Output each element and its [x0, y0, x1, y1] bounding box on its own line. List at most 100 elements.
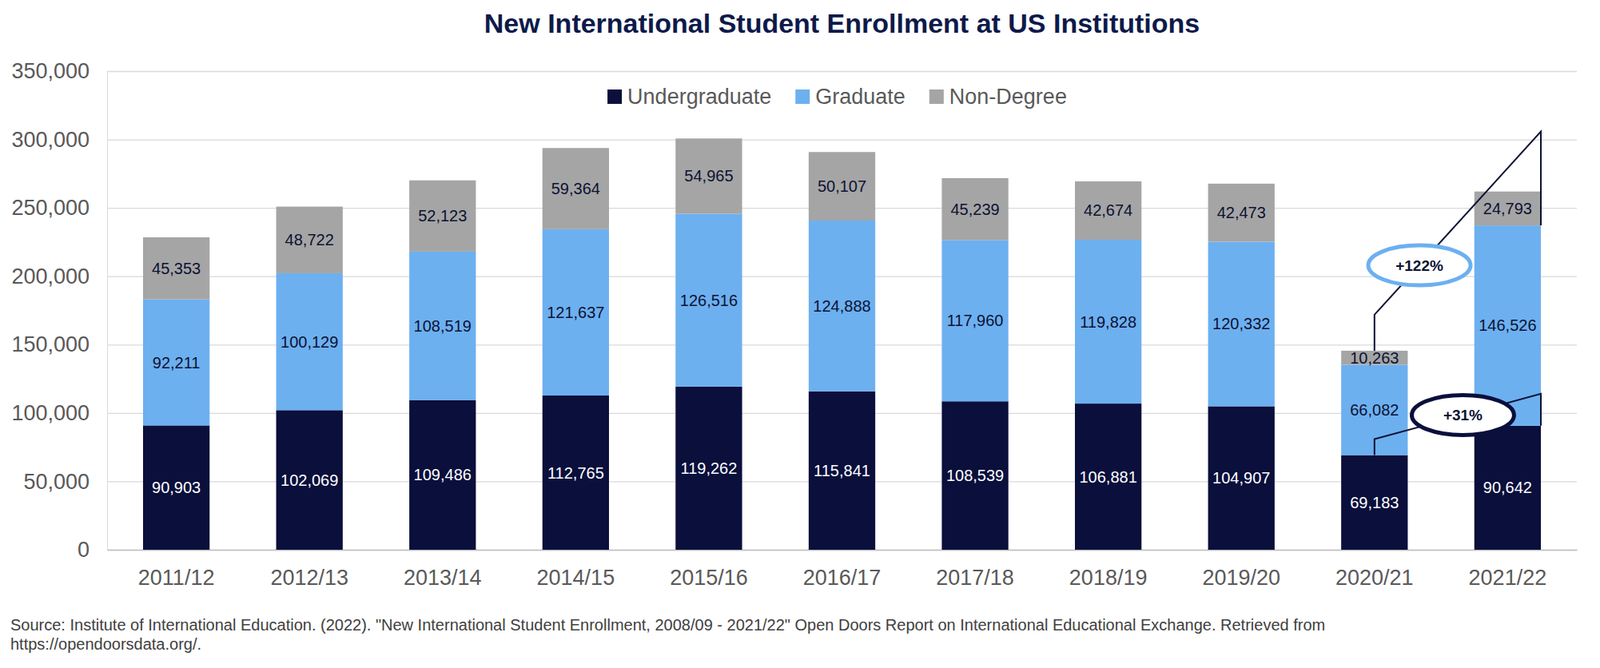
data-label: 52,123 [417, 206, 467, 225]
bar-series [143, 138, 1541, 365]
legend: UndergraduateGraduateNon-Degree [607, 84, 1067, 109]
annotation-label: +122% [1395, 257, 1444, 275]
chart-svg: New International Student Enrollment at … [0, 0, 1600, 668]
x-tick: 2011/12 [138, 565, 215, 590]
bar [143, 237, 210, 300]
data-label: 124,888 [812, 297, 871, 315]
x-tick-label: 2017/18 [935, 565, 1015, 590]
bar [675, 138, 742, 214]
source-text: https://opendoorsdata.org/. [10, 635, 202, 653]
y-tick-label: 150,000 [11, 332, 90, 357]
x-tick: 2017/18 [935, 565, 1015, 590]
x-tick-label: 2012/13 [270, 565, 349, 590]
data-label: 108,519 [413, 317, 472, 335]
bar [1341, 455, 1408, 550]
data-label: 108,539 [946, 466, 1004, 485]
legend-swatch [607, 89, 622, 104]
annotation-connector [1374, 394, 1541, 456]
bar-series [143, 213, 1541, 455]
grid-line [107, 549, 1577, 551]
data-label: 59,364 [551, 179, 601, 198]
annotations: +122% +31% [1368, 131, 1541, 456]
y-tick-label: 300,000 [11, 127, 90, 152]
x-tick-label: 2020/21 [1335, 565, 1414, 590]
data-label: 104,907 [1212, 469, 1270, 487]
bar [808, 151, 876, 221]
data-label: 120,332 [1212, 314, 1270, 333]
bar [1074, 239, 1142, 404]
bar [808, 391, 876, 550]
source: Source: Institute of International Educa… [10, 616, 1326, 653]
data-label: 48,722 [285, 230, 335, 249]
bar [808, 220, 876, 392]
bar [409, 400, 476, 550]
y-axis-line [107, 71, 108, 551]
y-tick-label: 100,000 [11, 401, 90, 426]
bar [941, 178, 1008, 240]
grid-line [107, 139, 1577, 140]
x-tick-label: 2016/17 [803, 565, 882, 590]
annotation-bubble [1368, 245, 1471, 286]
x-tick-label: 2015/16 [669, 565, 749, 590]
bar [941, 401, 1008, 550]
y-tick-label: 50,000 [23, 469, 90, 494]
legend-label: Graduate [815, 84, 906, 109]
x-tick: 2012/13 [270, 565, 349, 590]
bar [542, 229, 609, 396]
x-tick-label: 2018/19 [1069, 565, 1148, 590]
data-label: 126,516 [680, 291, 738, 310]
data-label: 92,211 [152, 354, 201, 372]
bar [276, 409, 343, 550]
data-label: 45,353 [151, 259, 201, 278]
annotation: +31% [1374, 394, 1541, 456]
legend-entry: Graduate [795, 84, 906, 109]
x-tick: 2016/17 [803, 565, 882, 590]
annotation-label: +31% [1443, 406, 1483, 424]
data-label: 42,473 [1217, 203, 1266, 222]
x-axis: 2011/12 2012/13 2013/14 2014/15 2015/16 2016/… [107, 550, 1578, 591]
data-label: 54,965 [684, 167, 733, 185]
x-tick: 2014/15 [537, 565, 616, 590]
data-label: 106,881 [1079, 468, 1138, 486]
x-tick: 2021/22 [1468, 565, 1548, 590]
annotation-bubble [1411, 394, 1514, 435]
data-label: 69,183 [1349, 493, 1399, 512]
data-label: 66,082 [1349, 401, 1399, 419]
annotation-connector [1374, 131, 1541, 351]
data-label: 117,960 [947, 311, 1004, 330]
bar [542, 147, 609, 230]
y-tick-label: 250,000 [11, 195, 90, 220]
x-tick-label: 2013/14 [403, 565, 482, 590]
bar [1208, 405, 1275, 550]
legend-swatch [929, 89, 944, 104]
data-label: 119,828 [1079, 313, 1137, 331]
data-label: 102,069 [280, 471, 339, 490]
grid-line [107, 71, 1577, 72]
y-tick-label: 200,000 [11, 264, 90, 289]
data-label: 100,129 [280, 333, 339, 351]
data-label: 42,674 [1083, 201, 1133, 219]
data-label: 112,765 [547, 464, 605, 482]
x-tick: 2015/16 [669, 565, 749, 590]
bar [409, 251, 476, 401]
x-tick: 2018/19 [1069, 565, 1148, 590]
bar [1208, 242, 1275, 407]
annotation: +122% [1368, 131, 1541, 351]
bar [1474, 425, 1541, 550]
data-label: 146,526 [1478, 316, 1537, 335]
y-tick: 350,000 [11, 59, 1577, 84]
x-tick: 2020/21 [1335, 565, 1414, 590]
x-tick-label: 2021/22 [1468, 565, 1548, 590]
legend-swatch [795, 89, 810, 104]
bar [675, 213, 742, 387]
data-label: 109,486 [413, 465, 472, 484]
bar [409, 180, 476, 252]
legend-entry: Undergraduate [607, 84, 772, 109]
data-label: 10,263 [1349, 349, 1399, 367]
bars [143, 138, 1541, 550]
source-text: Source: Institute of International Educa… [10, 616, 1326, 634]
data-labels: 90,903102,069109,486112,765119,262115,84… [151, 167, 1537, 511]
data-label: 24,793 [1483, 199, 1533, 218]
x-tick: 2013/14 [403, 565, 482, 590]
bar [941, 239, 1008, 402]
